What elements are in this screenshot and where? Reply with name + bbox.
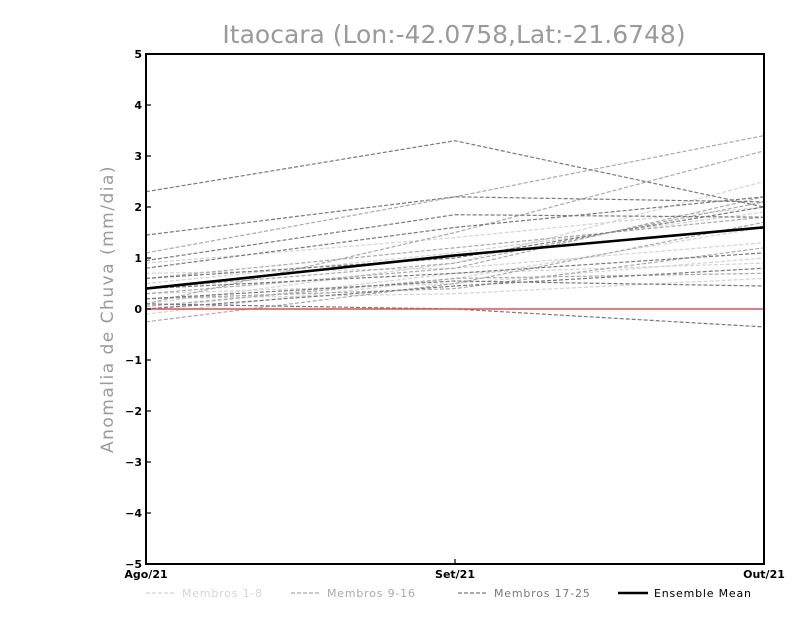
series-line-membro-21 <box>145 280 765 300</box>
series-line-membro-12 <box>145 196 765 295</box>
x-tick-label: Set/21 <box>435 568 475 581</box>
y-tick-label: 4 <box>134 99 142 112</box>
series-line-membro-16 <box>145 272 765 307</box>
legend-label: Membros 17-25 <box>494 587 591 600</box>
x-tick-label: Out/21 <box>743 568 785 581</box>
ensemble-mean-group <box>145 226 765 290</box>
y-axis-label: Anomalia de Chuva (mm/dia) <box>98 165 118 453</box>
series-line-membro-14 <box>145 247 765 300</box>
chart-title: Itaocara (Lon:-42.0758,Lat:-21.6748) <box>222 20 685 49</box>
y-tick-label: −4 <box>125 507 142 520</box>
y-tick-label: 2 <box>134 201 142 214</box>
y-tick-label: 1 <box>134 252 142 265</box>
series-line-membro-25 <box>145 206 765 279</box>
series-line-membro-17 <box>145 140 765 208</box>
series-line-membro-22 <box>145 252 765 290</box>
y-tick-label: 0 <box>134 303 142 316</box>
y-tick-label: −3 <box>125 456 142 469</box>
series-line-membro-23 <box>145 196 765 269</box>
series-line-membro-20 <box>145 303 765 328</box>
y-tick-label: −1 <box>125 354 142 367</box>
series-line-membro-18 <box>145 196 765 236</box>
y-tick-label: 3 <box>134 150 142 163</box>
series-line-membro-15 <box>145 201 765 290</box>
series-lines <box>145 135 765 328</box>
y-tick-label: −2 <box>125 405 142 418</box>
series-line-ensemble-mean <box>145 226 765 290</box>
series-line-membro-13 <box>145 216 765 279</box>
x-axis-ticks: Ago/21 Set/21 Out/21 <box>124 559 785 581</box>
series-line-membro-7 <box>145 211 765 285</box>
legend-label: Membros 9-16 <box>327 587 416 600</box>
series-line-membro-24 <box>145 267 765 310</box>
y-tick-label: 5 <box>134 48 142 61</box>
legend-label: Membros 1-8 <box>182 587 263 600</box>
series-line-membro-4 <box>145 226 765 315</box>
y-axis-ticks: 5 4 3 2 1 0 −1 −2 −3 −4 −5 <box>125 48 151 571</box>
series-line-membro-3 <box>145 257 765 295</box>
legend-label: Ensemble Mean <box>654 587 752 600</box>
y-tick-label: −5 <box>125 558 142 571</box>
legend: Membros 1-8 Membros 9-16 Membros 17-25 Ense… <box>146 587 752 600</box>
series-line-membro-9 <box>145 135 765 254</box>
series-line-membro-19 <box>145 214 765 262</box>
x-tick-label: Ago/21 <box>124 568 167 581</box>
